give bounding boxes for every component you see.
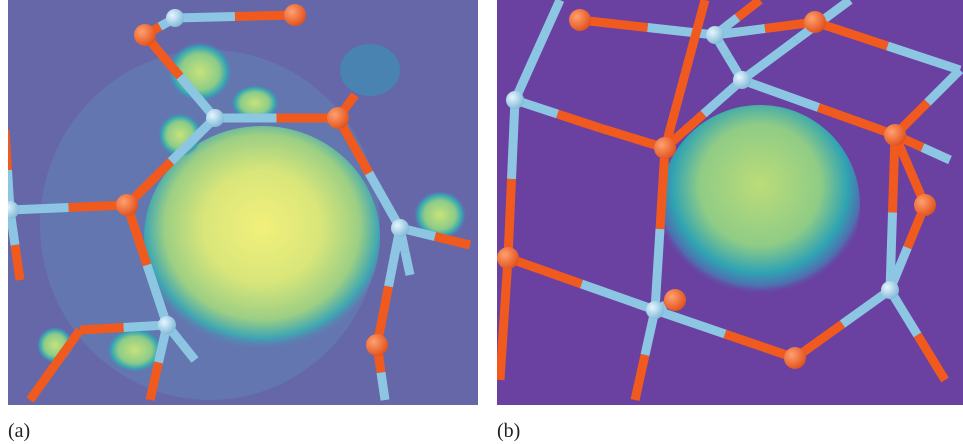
atom: [733, 71, 751, 89]
density-blob: [340, 44, 400, 96]
atom: [116, 194, 138, 216]
bond: [500, 319, 504, 380]
atom: [784, 347, 806, 369]
atom: [134, 24, 156, 46]
figure: (a) (b): [0, 0, 963, 444]
panel-label: (a): [8, 420, 30, 442]
atom: [804, 11, 826, 33]
atom: [506, 91, 524, 109]
atom: [497, 247, 519, 269]
bond: [508, 179, 512, 258]
bond: [15, 245, 20, 280]
atom: [884, 124, 906, 146]
bond: [175, 17, 235, 19]
atom: [391, 219, 409, 237]
bond: [893, 135, 896, 213]
atom: [664, 289, 686, 311]
atom: [166, 9, 184, 27]
atom: [706, 26, 724, 44]
panel-label: (b): [497, 420, 520, 442]
bond: [381, 373, 385, 401]
atom: [569, 9, 591, 31]
bond: [512, 100, 516, 179]
bond: [660, 148, 665, 229]
panel-b-image: [497, 0, 963, 405]
atom: [327, 107, 349, 129]
atom: [654, 137, 676, 159]
atom: [206, 109, 224, 127]
panel-a-image: [1, 0, 478, 405]
bond: [80, 328, 124, 331]
atom: [366, 334, 388, 356]
bond: [5, 130, 8, 170]
bond: [405, 252, 410, 276]
atom: [284, 4, 306, 26]
atom: [914, 194, 936, 216]
atom: [646, 301, 664, 319]
density-blob: [144, 126, 380, 350]
atom: [158, 316, 176, 334]
atom: [1, 201, 19, 219]
bond: [655, 229, 660, 310]
density-blob: [660, 105, 860, 305]
atom: [881, 281, 899, 299]
